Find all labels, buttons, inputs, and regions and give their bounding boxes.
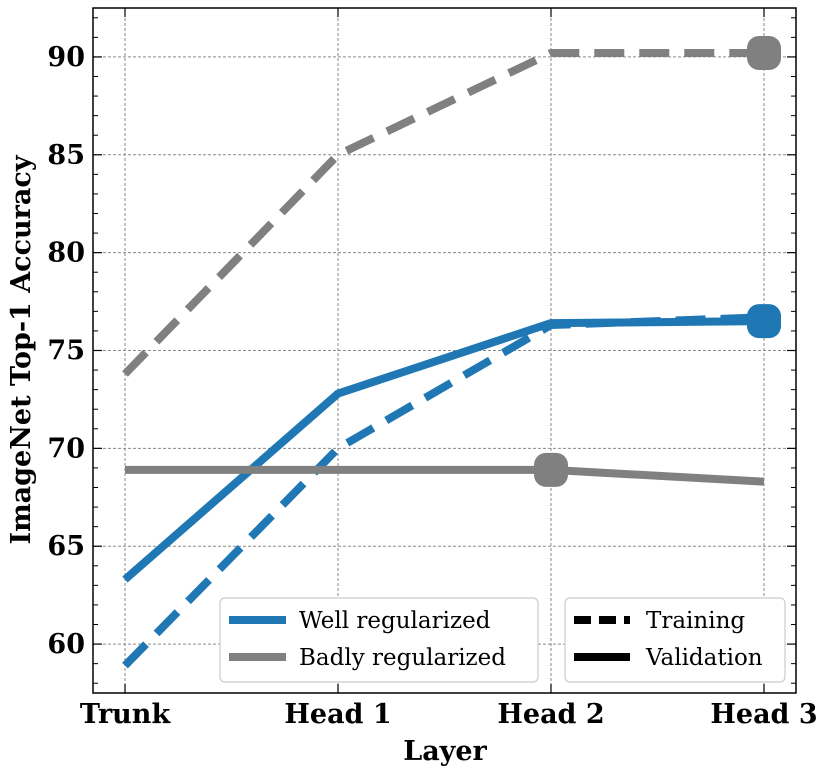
x-tick-label-head-3: Head 3	[710, 699, 817, 730]
legend-label-training: Training	[646, 608, 745, 634]
line-well-regularized-training	[122, 313, 765, 669]
y-tick-label-80: 80	[47, 238, 85, 269]
y-tick-labels: 60 65 70 75 80 85 90	[47, 42, 85, 660]
legend-models: Well regularized Badly regularized	[219, 597, 539, 683]
legend-label-badly-regularized: Badly regularized	[299, 645, 506, 671]
legend-models-frame	[219, 597, 539, 683]
marker-badly-regularized-validation	[534, 452, 568, 487]
legend-styles: Training Validation	[564, 597, 786, 683]
y-tick-label-75: 75	[47, 336, 85, 367]
x-tick-label-head-2: Head 2	[497, 699, 604, 730]
plot-frame	[92, 7, 797, 694]
x-tick-label-head-1: Head 1	[284, 699, 391, 730]
line-badly-regularized-training	[122, 49, 764, 377]
grid	[93, 8, 796, 693]
y-tick-label-60: 60	[47, 629, 85, 660]
marker-well-regularized-validation	[747, 304, 781, 339]
x-axis-title: Layer	[403, 736, 487, 767]
x-tick-label-trunk: Trunk	[80, 699, 172, 730]
ticks	[93, 8, 796, 693]
line-badly-regularized-validation	[125, 465, 765, 486]
legend-label-well-regularized: Well regularized	[299, 608, 491, 634]
legend-label-validation: Validation	[645, 645, 763, 671]
y-tick-label-90: 90	[47, 42, 85, 73]
y-axis-title: ImageNet Top-1 Accuracy	[6, 154, 37, 544]
series-layer	[122, 36, 781, 669]
x-tick-labels: Trunk Head 1 Head 2 Head 3	[80, 699, 818, 730]
marker-badly-regularized-training	[747, 36, 781, 71]
y-tick-label-70: 70	[47, 433, 85, 464]
y-tick-label-65: 65	[47, 531, 85, 562]
y-tick-label-85: 85	[47, 140, 85, 171]
